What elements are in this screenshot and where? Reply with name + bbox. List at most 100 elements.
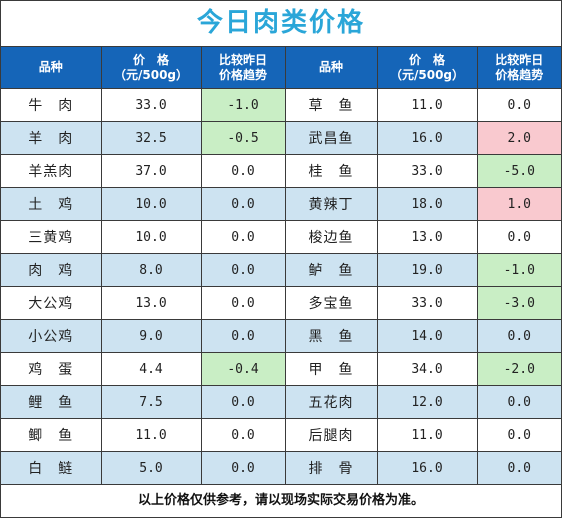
column-header-trend-label-2-right: 价格趋势 [495,67,544,82]
left-item-name: 鸡 蛋 [1,352,102,386]
table-row: 牛 肉 33.0 -1.0 草 鱼 11.0 0.0 [1,88,561,122]
right-item-trend: -1.0 [476,253,561,287]
left-item-name: 肉 鸡 [1,253,102,287]
table-row: 羊羔肉 37.0 0.0 桂 鱼 33.0 -5.0 [1,154,561,188]
left-item-price: 8.0 [100,253,202,287]
right-item-price: 33.0 [376,154,478,188]
left-item-trend: 0.0 [200,220,286,254]
right-item-price: 18.0 [376,187,478,221]
right-item-trend: 1.0 [476,187,561,221]
right-item-price: 12.0 [376,385,478,419]
header-row: 品种 价 格（元/500g） 比较昨日 价格趋势 品种 价 格（元/500g） 比… [1,47,561,89]
right-item-trend: 0.0 [476,220,561,254]
right-item-trend: -3.0 [476,286,561,320]
right-item-name: 多宝鱼 [284,286,378,320]
right-item-trend: 0.0 [476,418,561,452]
price-table: 品种 价 格（元/500g） 比较昨日 价格趋势 品种 价 格（元/500g） 比… [1,47,561,485]
table-row: 鲫 鱼 11.0 0.0 后腿肉 11.0 0.0 [1,418,561,452]
left-item-name: 小公鸡 [1,319,102,353]
right-item-trend: -2.0 [476,352,561,386]
left-item-price: 10.0 [100,220,202,254]
column-header-price-label-right: 价 格 [408,52,445,67]
left-item-price: 32.5 [100,121,202,155]
column-header-price-unit: （元/500g） [113,67,189,82]
right-item-name: 黄辣丁 [284,187,378,221]
table-row: 小公鸡 9.0 0.0 黑 鱼 14.0 0.0 [1,319,561,353]
left-item-price: 9.0 [100,319,202,353]
left-item-price: 10.0 [100,187,202,221]
right-item-price: 34.0 [376,352,478,386]
left-item-trend: 0.0 [200,418,286,452]
column-header-name: 品种 [1,47,102,89]
left-item-name: 土 鸡 [1,187,102,221]
right-item-name: 后腿肉 [284,418,378,452]
right-item-price: 11.0 [376,88,478,122]
right-item-trend: 0.0 [476,88,561,122]
left-item-name: 三黄鸡 [1,220,102,254]
left-item-trend: 0.0 [200,385,286,419]
left-item-name: 羊羔肉 [1,154,102,188]
left-item-name: 牛 肉 [1,88,102,122]
right-item-name: 武昌鱼 [284,121,378,155]
right-item-price: 16.0 [376,451,478,485]
table-row: 三黄鸡 10.0 0.0 梭边鱼 13.0 0.0 [1,220,561,254]
left-item-trend: 0.0 [200,319,286,353]
table-row: 肉 鸡 8.0 0.0 鲈 鱼 19.0 -1.0 [1,253,561,287]
left-item-trend: -0.5 [200,121,286,155]
disclaimer-footer: 以上价格仅供参考，请以现场实际交易价格为准。 [137,493,424,508]
right-item-name: 梭边鱼 [284,220,378,254]
column-header-price-label: 价 格 [132,52,169,67]
column-header-trend-label-right: 比较昨日 [495,52,544,67]
right-item-name: 草 鱼 [284,88,378,122]
left-item-trend: 0.0 [200,451,286,485]
column-header-price-unit-right: （元/500g） [389,67,465,82]
table-row: 羊 肉 32.5 -0.5 武昌鱼 16.0 2.0 [1,121,561,155]
right-item-name: 黑 鱼 [284,319,378,353]
right-item-price: 11.0 [376,418,478,452]
column-header-name-right: 品种 [284,47,378,89]
left-item-name: 鲤 鱼 [1,385,102,419]
right-item-price: 19.0 [376,253,478,287]
left-item-name: 鲫 鱼 [1,418,102,452]
left-item-trend: -0.4 [200,352,286,386]
column-header-trend-label-2: 价格趋势 [218,67,267,82]
table-row: 土 鸡 10.0 0.0 黄辣丁 18.0 1.0 [1,187,561,221]
right-item-price: 13.0 [376,220,478,254]
table-row: 大公鸡 13.0 0.0 多宝鱼 33.0 -3.0 [1,286,561,320]
table-row: 白 鲢 5.0 0.0 排 骨 16.0 0.0 [1,451,561,485]
right-item-trend: 2.0 [476,121,561,155]
right-item-price: 33.0 [376,286,478,320]
left-item-trend: 0.0 [200,253,286,287]
right-item-price: 16.0 [376,121,478,155]
left-item-trend: 0.0 [200,286,286,320]
table-row: 鲤 鱼 7.5 0.0 五花肉 12.0 0.0 [1,385,561,419]
column-header-price-right: 价 格（元/500g） [376,47,478,89]
table-row: 鸡 蛋 4.4 -0.4 甲 鱼 34.0 -2.0 [1,352,561,386]
right-item-name: 桂 鱼 [284,154,378,188]
left-item-price: 7.5 [100,385,202,419]
right-item-trend: 0.0 [476,385,561,419]
left-item-name: 羊 肉 [1,121,102,155]
left-item-trend: -1.0 [200,88,286,122]
left-item-trend: 0.0 [200,187,286,221]
left-item-trend: 0.0 [200,154,286,188]
right-item-trend: -5.0 [476,154,561,188]
left-item-name: 大公鸡 [1,286,102,320]
right-item-name: 甲 鱼 [284,352,378,386]
column-header-price: 价 格（元/500g） [100,47,202,89]
left-item-name: 白 鲢 [1,451,102,485]
right-item-name: 鲈 鱼 [284,253,378,287]
right-item-name: 五花肉 [284,385,378,419]
left-item-price: 13.0 [100,286,202,320]
left-item-price: 33.0 [100,88,202,122]
right-item-name: 排 骨 [284,451,378,485]
right-item-price: 14.0 [376,319,478,353]
column-header-trend-label: 比较昨日 [218,52,267,67]
column-header-trend: 比较昨日 价格趋势 [200,47,286,89]
left-item-price: 11.0 [100,418,202,452]
left-item-price: 37.0 [100,154,202,188]
right-item-trend: 0.0 [476,451,561,485]
left-item-price: 4.4 [100,352,202,386]
right-item-trend: 0.0 [476,319,561,353]
